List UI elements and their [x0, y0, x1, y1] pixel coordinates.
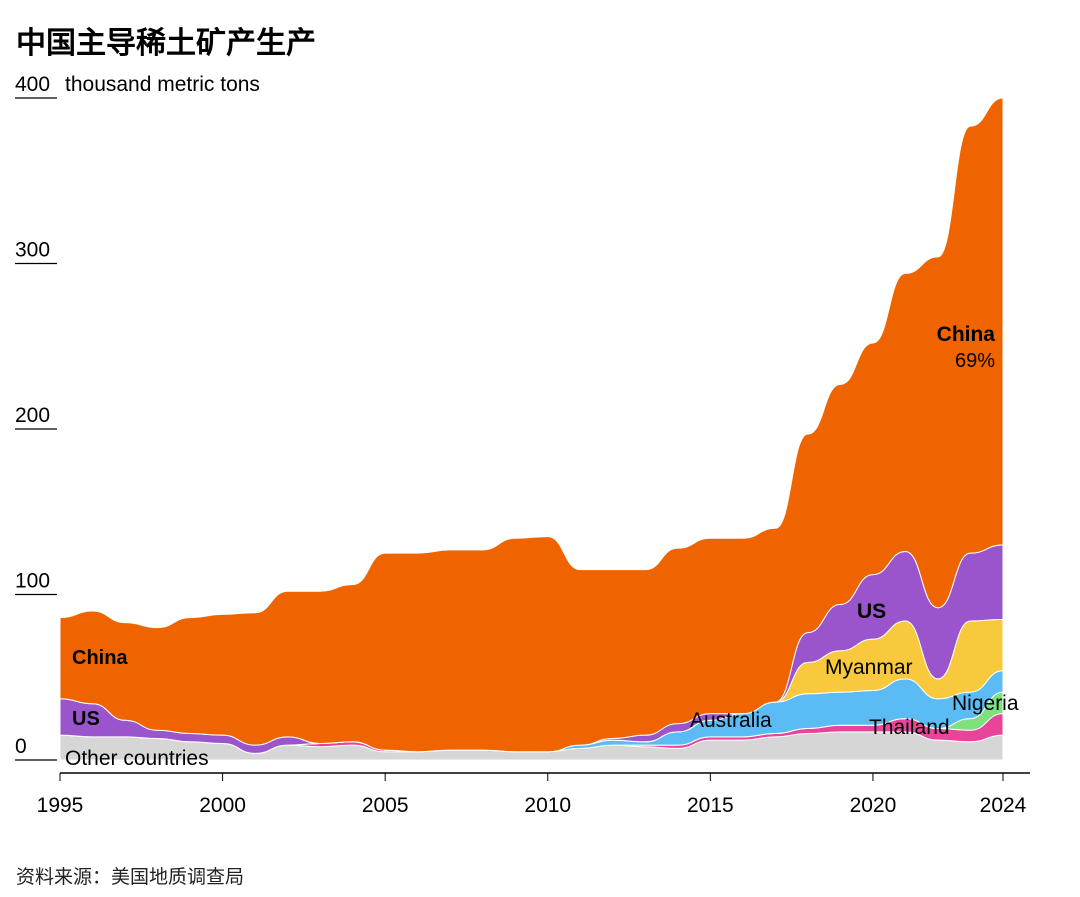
x-tick-label-1995: 1995 — [37, 794, 84, 817]
x-tick-label-2024: 2024 — [980, 794, 1027, 817]
x-tick-label-2015: 2015 — [687, 794, 734, 817]
y-axis-unit: thousand metric tons — [65, 73, 260, 96]
label-australia: Australia — [690, 709, 772, 732]
y-tick-label-0: 0 — [15, 735, 27, 758]
label-china-left: China — [72, 647, 128, 669]
x-tick-label-2010: 2010 — [524, 794, 571, 817]
x-tick-label-2020: 2020 — [850, 794, 897, 817]
label-us-right: US — [857, 600, 886, 623]
y-tick-label-100: 100 — [15, 570, 50, 593]
y-tick-label-300: 300 — [15, 239, 50, 262]
label-thailand: Thailand — [869, 716, 950, 739]
y-tick-label-400: 400 — [15, 73, 50, 96]
chart-title: 中国主导稀土矿产生产 — [16, 26, 316, 61]
y-tick-label-200: 200 — [15, 404, 50, 427]
label-other-countries: Other countries — [65, 747, 209, 770]
area-china — [59, 97, 1004, 753]
label-china-right: China — [937, 323, 996, 346]
label-myanmar: Myanmar — [825, 656, 913, 679]
source-note: 资料来源：美国地质调查局 — [16, 866, 245, 888]
label-us-left: US — [72, 708, 100, 730]
x-tick-label-2005: 2005 — [362, 794, 409, 817]
label-china-share: 69% — [955, 350, 995, 372]
x-tick-label-2000: 2000 — [199, 794, 246, 817]
label-nigeria: Nigeria — [952, 692, 1019, 715]
